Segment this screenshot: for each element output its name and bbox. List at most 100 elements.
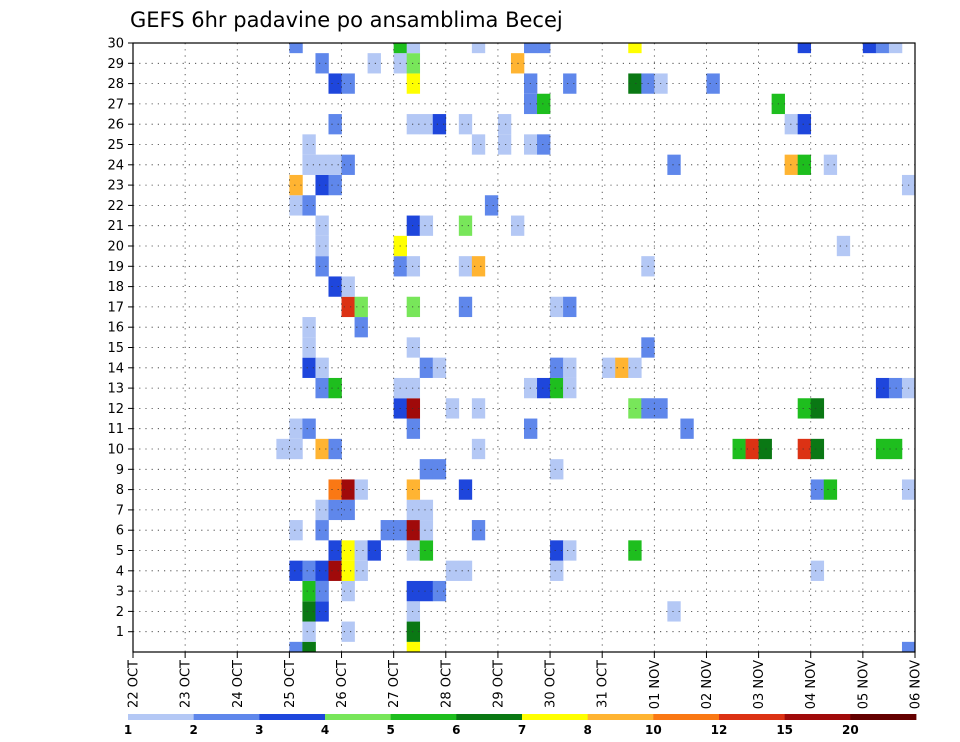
y-tick-label: 1 [116,625,124,640]
heatmap-cell [289,560,303,581]
heatmap-cell [315,235,329,257]
heatmap-cell [354,540,368,561]
y-tick-label: 19 [107,260,124,275]
heatmap-cell [341,499,355,521]
heatmap-cell [445,398,460,419]
heatmap-cell [419,459,434,480]
heatmap-cell [406,53,421,74]
x-tick-label: 24 OCT [231,660,246,708]
heatmap-cell [758,438,772,460]
heatmap-cell [602,357,616,378]
heatmap-cell [406,337,421,358]
heatmap-cell [341,540,355,561]
heatmap-cell [315,357,329,378]
heatmap-cell [393,43,407,54]
heatmap-cell [458,215,473,236]
heatmap-cell [302,154,316,175]
heatmap-cell [406,540,421,561]
heatmap-cell [315,53,329,74]
x-tick-label: 31 OCT [596,660,611,708]
heatmap-cell [302,580,316,602]
heatmap-cell [862,43,877,54]
heatmap-cell [276,438,290,460]
heatmap-cell [628,43,642,54]
colorbar-segment [784,714,851,720]
heatmap-cell [797,43,812,54]
colorbar-label: 20 [842,723,859,737]
heatmap-cell [406,601,421,622]
colorbar-label: 10 [645,723,662,737]
heatmap-cell [328,276,342,297]
heatmap-cell [419,580,434,602]
heatmap-cell [432,580,447,602]
x-tick-label: 25 OCT [283,660,298,708]
heatmap-cell [302,317,316,338]
y-tick-label: 20 [107,240,124,255]
heatmap-cell [706,73,720,94]
heatmap-cell [550,357,564,378]
colorbar-segment [390,714,457,720]
heatmap-cell [341,296,355,318]
x-tick-label: 30 OCT [544,660,559,708]
heatmap-cell [432,114,447,135]
heatmap-cell [341,560,355,581]
heatmap-cell [406,520,421,541]
x-tick-label: 04 NOV [804,660,819,709]
x-tick-label: 28 OCT [439,660,454,708]
x-tick-label: 27 OCT [387,660,402,708]
heatmap-cell [563,73,577,94]
heatmap-cell [458,560,473,581]
heatmap-cell [289,43,303,54]
y-tick-label: 23 [107,179,124,194]
colorbar-label: 2 [189,723,197,737]
y-tick-label: 25 [107,138,124,153]
colorbar-segment [850,714,917,720]
heatmap-cell [315,256,329,277]
colorbar-label: 5 [386,723,394,737]
heatmap-cell [328,154,342,175]
heatmap-cell [328,540,342,561]
heatmap-cell [341,479,355,500]
x-tick-label: 05 NOV [856,660,871,709]
heatmap-cell [810,479,825,500]
heatmap-cell [406,377,421,399]
heatmap-cell [354,560,368,581]
x-tick-label: 29 OCT [491,660,506,708]
heatmap-cell [471,256,486,277]
y-tick-label: 12 [107,402,124,417]
heatmap-cell [471,398,486,419]
y-tick-label: 15 [107,341,124,356]
heatmap-cell [302,357,316,378]
y-tick-label: 21 [107,219,124,234]
heatmap-cell [797,154,812,175]
heatmap-cell [289,174,303,196]
heatmap-cell [302,195,316,216]
heatmap-cell [745,438,759,460]
heatmap-cell [354,296,368,318]
colorbar-segment [259,714,326,720]
heatmap-cell [315,215,329,236]
heatmap-cell [289,641,303,652]
colorbar-label: 15 [776,723,793,737]
heatmap-cell [458,296,473,318]
heatmap-cell [628,398,642,419]
y-tick-label: 28 [107,77,124,92]
y-tick-label: 4 [116,564,124,579]
heatmap-cell [445,560,460,581]
y-tick-label: 24 [107,158,124,173]
heatmap-cell [406,621,421,642]
heatmap-cell [302,134,316,155]
x-tick-label: 01 NOV [648,660,663,709]
heatmap-cell [315,438,329,460]
colorbar-label: 6 [452,723,460,737]
heatmap-cell [341,154,355,175]
heatmap-cell [419,357,434,378]
heatmap-cell [797,438,812,460]
heatmap-cell [328,479,342,500]
heatmap-cell [302,601,316,622]
heatmap-cell [497,114,512,135]
heatmap-cell [563,540,577,561]
y-tick-label: 8 [116,483,124,498]
y-tick-label: 30 [107,37,124,52]
heatmap-cell [537,93,551,115]
